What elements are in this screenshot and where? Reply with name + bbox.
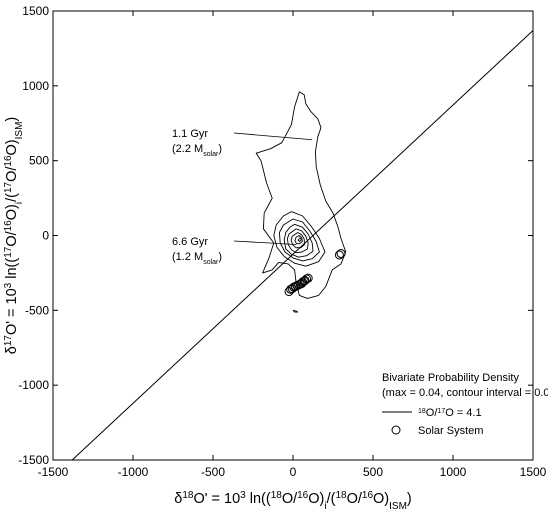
subscript: solar — [203, 151, 219, 158]
text-run: O/ — [4, 230, 20, 246]
text-run: O/ — [347, 491, 363, 507]
text-run: O) — [308, 491, 324, 507]
x-tick-label: 1000 — [440, 465, 467, 479]
x-tick-label: 1500 — [520, 465, 547, 479]
x-tick-label: -1000 — [118, 465, 149, 479]
text-run: O) — [4, 139, 20, 155]
solar-system-point — [334, 250, 344, 260]
legend-title: Bivariate Probability Density — [382, 372, 519, 384]
legend-circle-symbol — [391, 425, 401, 435]
y-tick-label: 1000 — [22, 79, 49, 93]
superscript: 18 — [182, 490, 194, 501]
text-run: O/ — [4, 166, 20, 182]
text-run: O) — [4, 204, 20, 220]
density-contour-7 — [294, 235, 303, 245]
text-run: (2.2 M — [172, 143, 203, 155]
text-run: ) — [218, 143, 222, 155]
density-contour-8 — [297, 237, 302, 242]
annotation-mass: (1.2 Msolar) — [172, 251, 222, 266]
x-axis-title: δ18O' = 103 ln((18O/16O)i/(18O/16O)ISM) — [174, 490, 412, 512]
text-run: /( — [327, 491, 336, 507]
legend-subtitle: (max = 0.04, contour interval = 0.005) — [382, 387, 548, 399]
density-contour-4 — [283, 223, 314, 258]
text-run: δ — [174, 491, 182, 507]
y-tick-label: 0 — [42, 229, 49, 243]
solar-system-point — [284, 287, 294, 297]
x-tick-label: 500 — [363, 465, 383, 479]
density-contour-3 — [278, 218, 320, 262]
superscript: 18 — [271, 490, 283, 501]
y-tick-label: -500 — [25, 303, 49, 317]
y-tick-label: 1500 — [22, 4, 49, 18]
text-run: ) — [218, 251, 222, 263]
superscript: 16 — [297, 490, 309, 501]
superscript: 16 — [362, 490, 374, 501]
density-contour-2 — [273, 211, 326, 267]
solar-system-point — [297, 278, 307, 288]
density-contour-5 — [286, 228, 309, 254]
annotation-age: 1.1 Gyr — [172, 128, 208, 140]
text-run: O' = 10 — [4, 288, 20, 335]
superscript: 17 — [3, 246, 14, 258]
annotation-age: 6.6 Gyr — [172, 236, 208, 248]
contour-group — [255, 91, 347, 313]
legend: Bivariate Probability Density (max = 0.0… — [382, 372, 548, 437]
subscript: i — [14, 202, 25, 204]
text-run: O/ — [426, 407, 439, 419]
text-run: ln(( — [246, 491, 271, 507]
x-tick-label: -500 — [201, 465, 225, 479]
text-run: δ — [4, 346, 20, 354]
text-run: O/ — [282, 491, 298, 507]
text-run: O = 4.1 — [445, 407, 481, 419]
superscript: 18 — [335, 490, 347, 501]
x-tick-label: 0 — [290, 465, 297, 479]
annotation-leader-line — [233, 240, 297, 245]
text-run: O' = 10 — [193, 491, 240, 507]
y-tick-label: -1000 — [18, 378, 49, 392]
subscript: i — [324, 501, 326, 512]
solar-system-point — [336, 248, 346, 258]
superscript: 16 — [3, 220, 14, 232]
text-run: ) — [4, 117, 20, 122]
x-tick-label: -1500 — [38, 465, 69, 479]
subscript: solar — [203, 259, 219, 266]
superscript: 18 — [418, 408, 426, 415]
superscript: 3 — [240, 490, 246, 501]
subscript: ISM — [14, 122, 25, 140]
text-run: (1.2 M — [172, 251, 203, 263]
text-run: O) — [373, 491, 389, 507]
density-contour-1 — [255, 91, 347, 299]
subscript: ISM — [389, 501, 407, 512]
superscript: 17 — [437, 408, 445, 415]
superscript: 16 — [3, 155, 14, 167]
annotation-mass: (2.2 Msolar) — [172, 143, 222, 158]
legend-line-label: 18O/17O = 4.1 — [418, 407, 482, 419]
density-contour-9 — [292, 309, 299, 313]
annotation-leader-line — [233, 132, 313, 141]
text-run: ln(( — [4, 258, 20, 283]
text-run: ) — [407, 491, 412, 507]
y-tick-label: -1500 — [18, 453, 49, 467]
solar-system-points — [284, 248, 346, 297]
tick-group: -1500 -1000 -500 0 500 1000 1500 -1500 -1000 -500… — [18, 4, 546, 479]
text-run: /( — [4, 193, 20, 202]
y-tick-label: 500 — [29, 154, 49, 168]
annotation-group: 1.1 Gyr(2.2 Msolar)6.6 Gyr(1.2 Msolar) — [172, 128, 313, 266]
superscript: 17 — [3, 335, 14, 347]
superscript: 17 — [3, 181, 14, 193]
superscript: 3 — [3, 282, 14, 288]
density-contour-6 — [290, 232, 305, 249]
reference-line-group — [71, 30, 534, 461]
y-axis-title: δ17O' = 103 ln((17O/16O)i/(17O/16O)ISM) — [3, 117, 25, 355]
legend-circle-label: Solar System — [418, 425, 483, 437]
solar-system-point — [302, 274, 312, 284]
solar-system-point — [303, 273, 313, 283]
ratio-reference-line — [71, 30, 534, 461]
